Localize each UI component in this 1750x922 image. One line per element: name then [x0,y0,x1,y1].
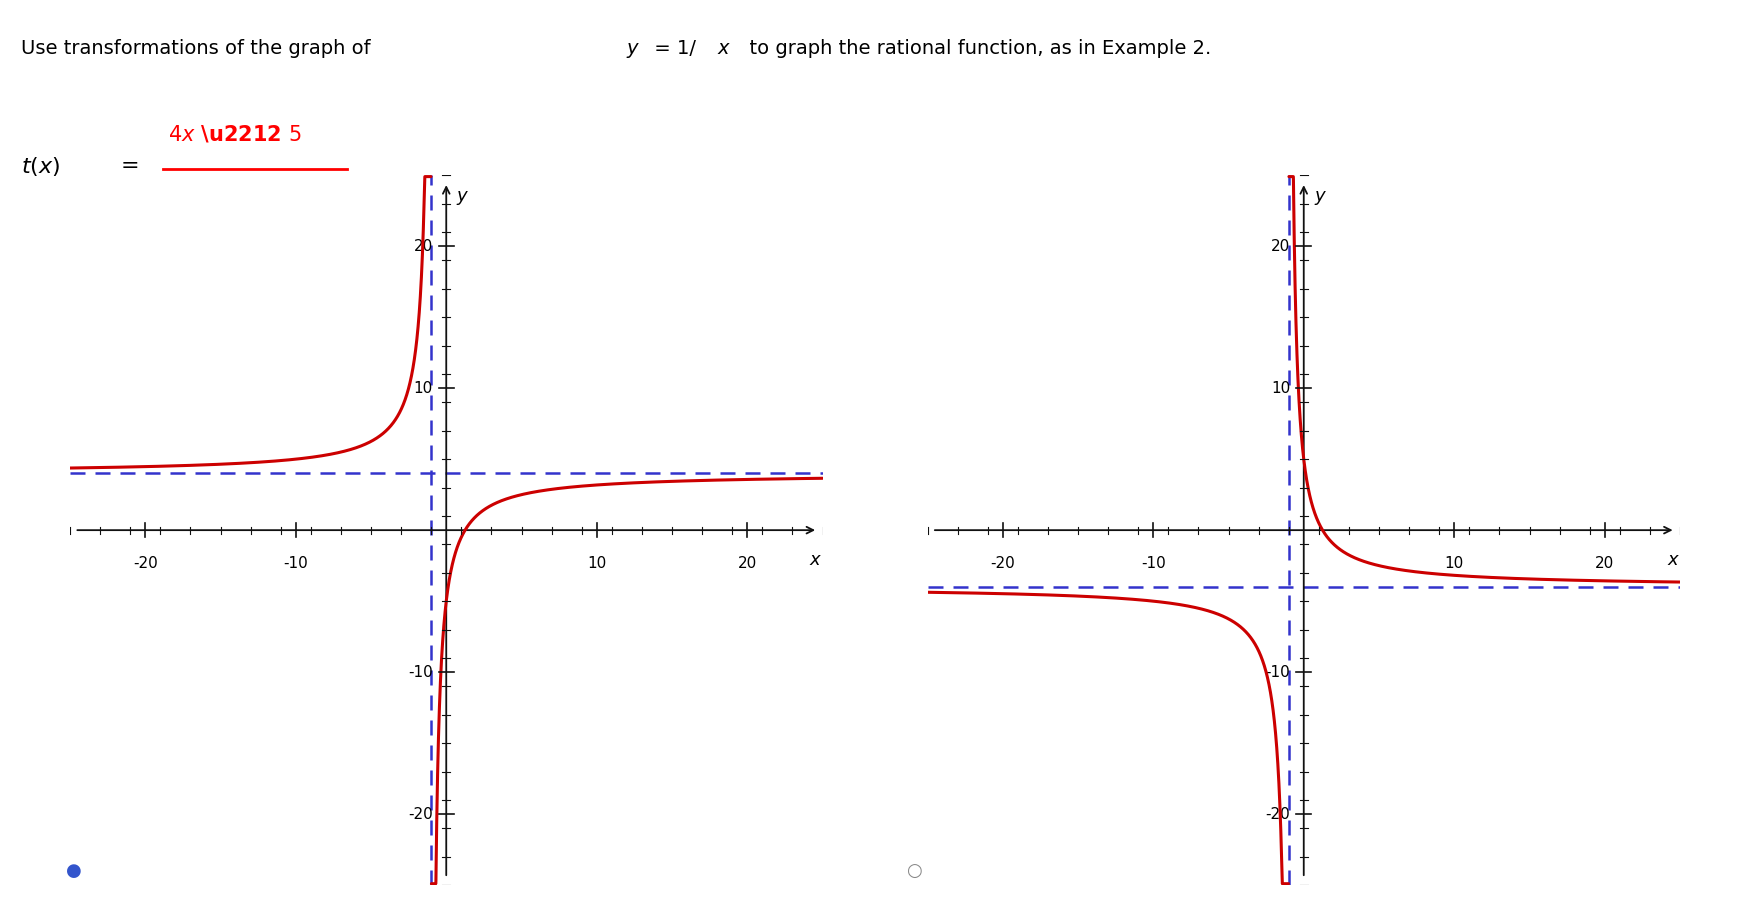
Text: -10: -10 [408,665,432,680]
Text: 10: 10 [588,556,607,571]
Text: $t(x)$: $t(x)$ [21,155,60,178]
Text: -20: -20 [408,807,432,822]
Text: x: x [810,551,821,570]
Text: y: y [457,186,467,205]
Text: 20: 20 [1270,239,1290,254]
Text: to graph the rational function, as in Example 2.: to graph the rational function, as in Ex… [737,39,1211,58]
Text: 20: 20 [738,556,758,571]
Text: y: y [626,39,639,58]
Text: Use transformations of the graph of: Use transformations of the graph of [21,39,383,58]
Text: -20: -20 [990,556,1015,571]
Text: 10: 10 [1270,381,1290,396]
Text: ○: ○ [906,862,922,881]
Text: 10: 10 [1446,556,1463,571]
Text: -10: -10 [284,556,308,571]
Text: -10: -10 [1141,556,1166,571]
Text: $x$ + $1$: $x$ + $1$ [173,197,231,218]
Text: y: y [1314,186,1325,205]
Text: -20: -20 [133,556,158,571]
Text: x: x [718,39,730,58]
Text: x: x [1668,551,1678,570]
Text: 10: 10 [413,381,432,396]
Text: $4x$ \u2212 $5$: $4x$ \u2212 $5$ [168,124,303,145]
Text: 20: 20 [413,239,432,254]
Text: -20: -20 [1265,807,1290,822]
Text: = 1/: = 1/ [648,39,695,58]
Text: -10: -10 [1265,665,1290,680]
Text: 20: 20 [1596,556,1615,571]
Text: ●: ● [66,862,82,881]
Text: =: = [121,157,140,176]
